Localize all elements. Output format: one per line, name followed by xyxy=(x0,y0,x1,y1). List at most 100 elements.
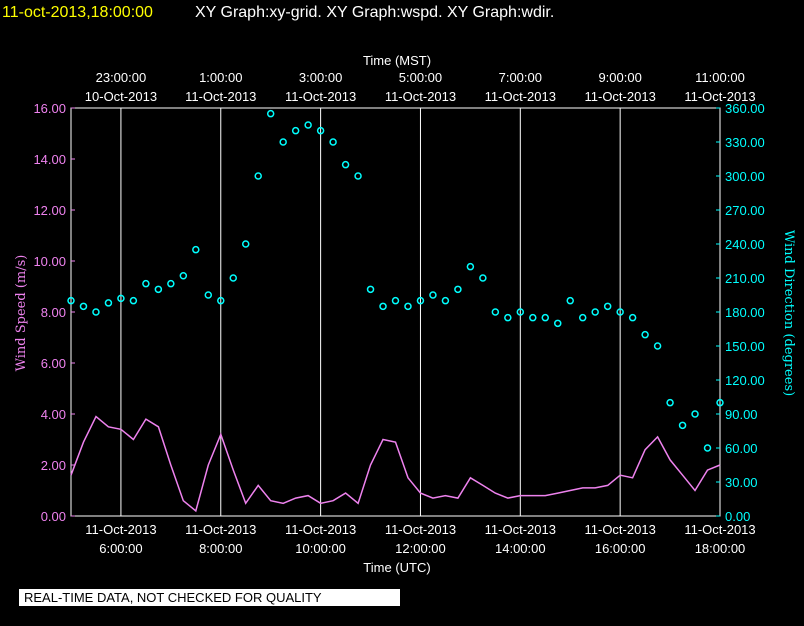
bottom-tick-date: 11-Oct-2013 xyxy=(684,522,755,537)
top-tick-date: 11-Oct-2013 xyxy=(485,89,556,104)
top-tick-labels: 23:00:00 10-Oct-2013 1:00:00 11-Oct-2013 3:0… xyxy=(85,70,756,104)
header-title: XY Graph:xy-grid. XY Graph:wspd. XY Grap… xyxy=(195,4,554,21)
plot-area xyxy=(67,107,724,517)
bottom-tick-time: 12:00:00 xyxy=(395,541,446,556)
series-wspd xyxy=(70,415,721,513)
wdir-point xyxy=(204,291,213,299)
wdir-point xyxy=(404,302,412,311)
top-tick-time: 7:00:00 xyxy=(499,70,542,85)
bottom-tick-time: 10:00:00 xyxy=(295,541,346,556)
wdir-point xyxy=(304,121,312,129)
top-tick-time: 1:00:00 xyxy=(199,70,242,85)
wdir-point xyxy=(578,313,587,322)
wdir-point xyxy=(616,308,624,316)
left-tick-label: 0.00 xyxy=(41,509,66,524)
left-tick-label: 6.00 xyxy=(41,356,66,371)
wdir-point xyxy=(67,296,75,305)
header-datetime: 11-oct-2013,18:00:00 xyxy=(2,4,153,21)
bottom-tick-time: 14:00:00 xyxy=(495,541,546,556)
right-axis-label: Wind Direction (degrees) xyxy=(781,230,796,396)
wdir-point xyxy=(192,245,200,254)
wdir-point xyxy=(354,172,362,180)
wdir-point xyxy=(678,421,687,430)
wdir-point xyxy=(441,296,450,305)
bottom-tick-date: 11-Oct-2013 xyxy=(285,522,356,537)
top-tick-date: 11-Oct-2013 xyxy=(385,89,456,104)
right-tick-label: 150.00 xyxy=(725,339,765,354)
left-tick-label: 12.00 xyxy=(33,203,66,218)
wdir-point xyxy=(142,279,150,288)
wdir-point xyxy=(479,274,487,282)
bottom-tick-time: 8:00:00 xyxy=(199,541,242,556)
right-tick-label: 30.00 xyxy=(725,475,758,490)
bottom-tick-time: 18:00:00 xyxy=(695,541,746,556)
wdir-point xyxy=(217,296,225,305)
wdir-point xyxy=(341,160,350,169)
right-tick-label: 210.00 xyxy=(725,271,765,286)
wdir-point xyxy=(117,294,125,303)
top-tick-time: 5:00:00 xyxy=(399,70,442,85)
right-tick-label: 270.00 xyxy=(725,203,765,218)
top-tick-time: 3:00:00 xyxy=(299,70,342,85)
bottom-tick-time: 6:00:00 xyxy=(99,541,142,556)
wdir-point xyxy=(653,342,662,350)
wdir-point xyxy=(291,126,300,135)
wdir-point xyxy=(79,302,88,311)
top-tick-time: 9:00:00 xyxy=(598,70,641,85)
left-tick-label: 14.00 xyxy=(33,152,66,167)
right-tick-label: 330.00 xyxy=(725,135,765,150)
bottom-tick-date: 11-Oct-2013 xyxy=(185,522,256,537)
wdir-point xyxy=(167,279,175,288)
wdir-point xyxy=(229,274,237,282)
wdir-point xyxy=(391,296,400,305)
wdir-point xyxy=(179,271,188,280)
bottom-tick-date: 11-Oct-2013 xyxy=(485,522,556,537)
wdir-point xyxy=(603,302,612,311)
wdir-point xyxy=(92,308,100,316)
wspd-line xyxy=(70,415,721,513)
wdir-point xyxy=(666,398,674,407)
wdir-point xyxy=(466,262,475,271)
wdir-point xyxy=(554,319,562,328)
wdir-point xyxy=(529,313,537,322)
bottom-tick-date: 11-Oct-2013 xyxy=(385,522,456,537)
wdir-point xyxy=(716,398,724,407)
wdir-point xyxy=(379,302,387,311)
left-tick-label: 8.00 xyxy=(41,305,66,320)
wdir-point xyxy=(504,313,512,322)
wdir-point xyxy=(591,308,599,316)
top-tick-time: 11:00:00 xyxy=(695,70,745,85)
right-tick-label: 120.00 xyxy=(725,373,765,388)
wdir-point xyxy=(154,285,163,294)
top-tick-time: 23:00:00 xyxy=(96,70,147,85)
bottom-tick-labels: 11-Oct-2013 6:00:00 11-Oct-2013 8:00:00 11-O… xyxy=(85,522,755,556)
right-tick-label: 300.00 xyxy=(725,169,765,184)
wdir-point xyxy=(429,291,437,299)
left-tick-label: 4.00 xyxy=(41,407,66,422)
wdir-point xyxy=(516,308,525,316)
right-tick-label: 0.00 xyxy=(725,509,750,524)
wdir-point xyxy=(566,296,574,305)
wdir-point xyxy=(416,296,425,305)
top-tick-date: 10-Oct-2013 xyxy=(85,89,157,104)
bottom-axis-title: Time (UTC) xyxy=(363,560,430,575)
left-axis-label: Wind Speed (m/s) xyxy=(14,255,29,372)
wdir-point xyxy=(366,285,375,294)
top-tick-date: 11-Oct-2013 xyxy=(185,89,256,104)
wdir-point xyxy=(691,410,699,418)
right-tick-label: 180.00 xyxy=(725,305,765,320)
wdir-point xyxy=(703,444,712,452)
wdir-point xyxy=(628,313,637,322)
wdir-point xyxy=(454,285,462,294)
wdir-point xyxy=(104,299,113,307)
wdir-point xyxy=(254,172,262,180)
top-tick-date: 11-Oct-2013 xyxy=(285,89,356,104)
right-tick-labels: 0.00 30.00 60.00 90.00 120.00 150.00 180.00 210… xyxy=(716,101,765,524)
wdir-point xyxy=(241,240,250,248)
left-tick-labels: 0.00 2.00 4.00 6.00 8.00 10.00 12.00 14.00 16.00 xyxy=(33,101,75,524)
wdir-point xyxy=(279,138,287,146)
series-wdir xyxy=(67,109,724,452)
left-tick-label: 2.00 xyxy=(41,458,66,473)
right-tick-label: 90.00 xyxy=(725,407,758,422)
